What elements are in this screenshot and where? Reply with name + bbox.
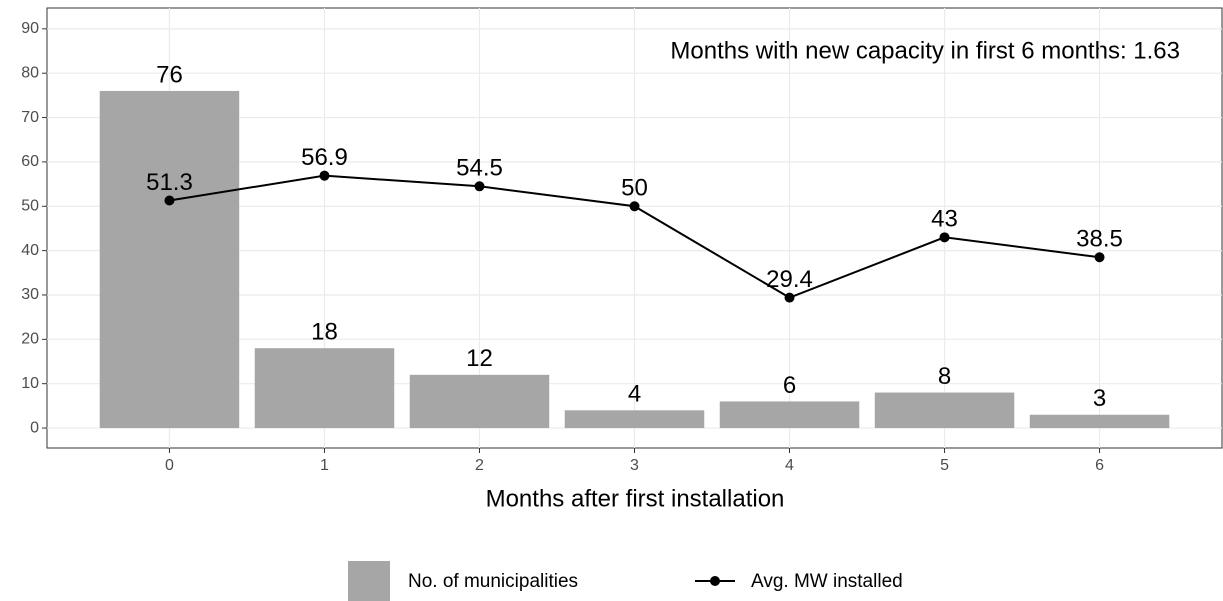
legend-label: Avg. MW installed	[751, 571, 903, 592]
point-label: 54.5	[456, 155, 503, 182]
y-tick-label: 80	[21, 64, 39, 81]
point-label: 43	[931, 206, 958, 233]
x-tick-label: 6	[1095, 457, 1104, 474]
bar-label: 18	[311, 319, 338, 346]
x-tick-label: 3	[630, 457, 639, 474]
point-label: 29.4	[766, 266, 813, 293]
point-label: 51.3	[146, 169, 193, 196]
point	[939, 232, 950, 243]
point	[1094, 252, 1105, 263]
bar-label: 6	[783, 372, 796, 399]
bar-label: 12	[466, 345, 493, 372]
bar	[99, 90, 240, 429]
bar-label: 8	[938, 363, 951, 390]
y-tick-label: 40	[21, 242, 39, 259]
bar	[254, 348, 395, 429]
bar-label: 3	[1093, 385, 1106, 412]
x-axis-title: Months after first installation	[486, 485, 785, 512]
bar	[1029, 414, 1170, 429]
annotation: Months with new capacity in first 6 mont…	[670, 37, 1180, 64]
y-tick-label: 50	[21, 197, 39, 214]
x-tick-label: 1	[320, 457, 329, 474]
y-tick-label: 10	[21, 375, 39, 392]
bar	[874, 392, 1015, 429]
legend-label: No. of municipalities	[408, 571, 578, 592]
point	[319, 170, 330, 181]
y-tick-label: 30	[21, 286, 39, 303]
x-tick-label: 2	[475, 457, 484, 474]
point-label: 56.9	[301, 144, 348, 171]
y-tick-label: 20	[21, 331, 39, 348]
bar	[719, 401, 860, 429]
x-tick-label: 0	[165, 457, 174, 474]
x-tick-label: 5	[940, 457, 949, 474]
bar	[564, 410, 705, 429]
point	[474, 181, 485, 192]
legend-key	[348, 561, 390, 601]
x-tick-label: 4	[785, 457, 794, 474]
y-tick-label: 0	[30, 419, 39, 436]
marks: 76 18 12 4 6 8 3 51.3 56.9 54.5 50 29.4 43 38.5	[99, 61, 1170, 429]
point	[629, 201, 640, 212]
point	[164, 195, 175, 206]
point	[784, 292, 795, 303]
y-tick-label: 70	[21, 109, 39, 126]
y-tick-label: 60	[21, 153, 39, 170]
y-tick-label: 90	[21, 20, 39, 37]
bar	[409, 374, 550, 429]
legend-key-point	[710, 576, 720, 586]
bar-label: 4	[628, 381, 641, 408]
point-label: 38.5	[1076, 226, 1123, 253]
point-label: 50	[621, 175, 648, 202]
bar-label: 76	[156, 61, 183, 88]
